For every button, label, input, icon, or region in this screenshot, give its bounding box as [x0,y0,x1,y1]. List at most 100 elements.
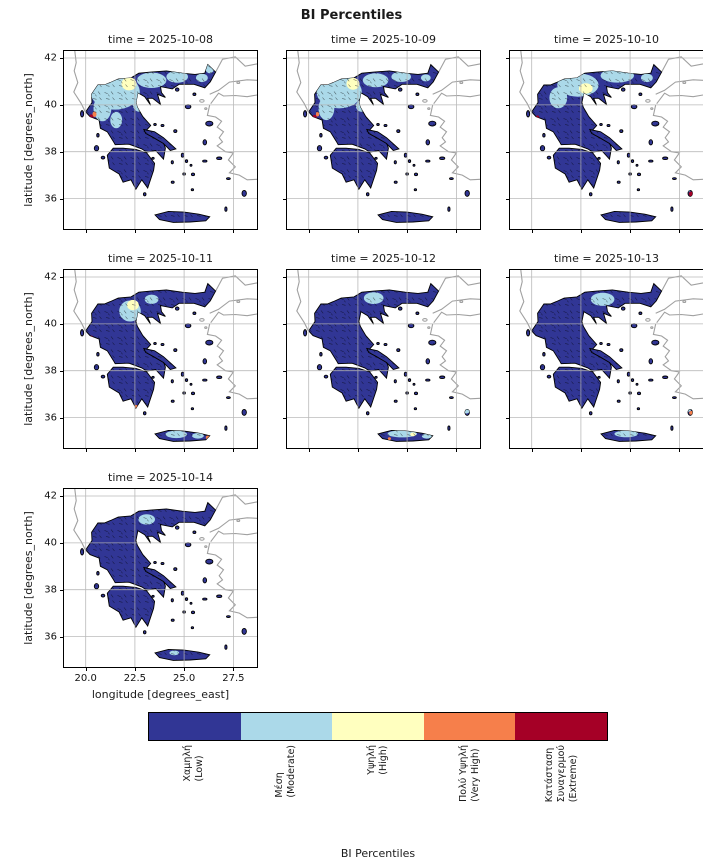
x-tickmark [531,448,533,452]
subplot-row: time = 2025-10-11 42 40 38 36 latitude [degre… [22,252,703,452]
x-tickmark [456,229,458,233]
map-plot: 42 40 38 36 latitude [degrees_north] 20.0 22.5… [22,488,258,701]
subplot-2025-10-14: time = 2025-10-14 42 40 38 36 latitude [degre… [22,471,258,701]
colorbar-segment-low [149,713,241,740]
x-tickmark [233,667,235,671]
colorbar-bar [148,712,608,741]
x-tickmark [531,229,533,233]
map-canvas [287,270,480,448]
x-tickmark [85,667,87,671]
y-tickmark [60,496,64,497]
x-tickmark [357,448,359,452]
y-tickmark [283,277,287,278]
y-tickmark [506,104,510,106]
x-tickmark [407,448,409,452]
x-tick-label: 25.0 [172,673,196,684]
colorbar: Χαμηλή (Low) Μέση (Moderate) Υψηλή (High) Πολύ… [148,712,608,860]
map-canvas [287,51,480,229]
y-tickmark [60,589,64,591]
map-plot [506,50,703,233]
gridlines [64,489,257,667]
x-tickmark [630,229,632,233]
colorbar-tick-labels: Χαμηλή (Low) Μέση (Moderate) Υψηλή (High) Πολύ… [148,745,608,845]
subplot-row: time = 2025-10-08 42 40 38 36 latitude [degre… [22,33,703,233]
y-tickmark [506,58,510,59]
y-tickmark [60,198,64,200]
colorbar-tick-high: Υψηλή (High) [332,745,424,845]
colorbar-tick-label: Υψηλή (High) [366,745,389,775]
y-tick-label: 40 [44,537,57,549]
y-tick-label: 38 [44,146,57,158]
y-tickmark [506,370,510,372]
neighbor-coastlines [73,270,257,400]
x-tickmark [407,229,409,233]
colorbar-tick-low: Χαμηλή (Low) [148,745,240,845]
y-tick-label: 36 [44,412,57,424]
subplot-2025-10-10: time = 2025-10-10 [506,33,703,233]
neighbor-coastlines [73,489,257,619]
y-axis-label: latitude [degrees_north] [22,511,35,645]
map-plot: 42 40 38 36 latitude [degrees_north] [22,50,258,233]
x-tickmark [184,229,186,233]
y-tickmark [60,542,64,544]
x-tickmark [679,229,681,233]
y-tickmark [60,323,64,325]
map-plot [283,50,481,233]
y-tick-label: 36 [44,193,57,205]
gridlines [287,51,480,229]
x-tickmark [85,448,87,452]
x-tick-label: 20.0 [74,673,97,684]
x-tick-label: 22.5 [123,673,147,684]
map-canvas [510,51,703,229]
y-tick-label: 40 [44,318,57,330]
y-tick-label: 42 [44,490,57,502]
y-tickmark [283,370,287,372]
y-tickmark [506,198,510,200]
gridlines [510,51,703,229]
y-tick-label: 42 [44,271,57,283]
subplot-2025-10-09: time = 2025-10-09 [283,33,481,233]
colorbar-tick-moderate: Μέση (Moderate) [240,745,332,845]
y-tick-label: 38 [44,365,57,377]
x-tickmark [233,448,235,452]
y-tickmark [283,198,287,200]
neighbor-coastlines [296,51,480,181]
y-tickmark [60,151,64,153]
gridlines [64,270,257,448]
y-tickmark [506,417,510,419]
x-tickmark [580,229,582,233]
subplot-2025-10-08: time = 2025-10-08 42 40 38 36 latitude [degre… [22,33,258,233]
colorbar-segment-moderate [240,713,333,740]
x-tickmark [679,448,681,452]
subplot-grid: time = 2025-10-08 42 40 38 36 latitude [degre… [0,33,703,701]
y-tickmark [283,151,287,153]
x-tickmark [308,448,310,452]
x-tickmark [580,448,582,452]
x-tickmark [357,229,359,233]
neighbor-coastlines [73,51,257,181]
y-tickmark [60,636,64,638]
x-tickmark [233,229,235,233]
colorbar-segment-very_high [423,713,516,740]
x-tickmark [184,448,186,452]
x-tick-label: 27.5 [222,673,245,684]
y-tickmark [283,104,287,106]
subplot-2025-10-11: time = 2025-10-11 42 40 38 36 latitude [degre… [22,252,258,452]
x-axis-label: longitude [degrees_east] [91,688,230,701]
y-axis-label: latitude [degrees_north] [22,292,35,426]
figure-title: BI Percentiles [300,8,403,23]
subplot-title: time = 2025-10-13 [554,252,659,265]
gridlines [510,270,703,448]
map-plot [506,269,703,452]
subplot-title: time = 2025-10-12 [331,252,436,265]
y-tickmark [283,323,287,325]
colorbar-tick-label: Χαμηλή (Low) [182,745,205,782]
map-plot: 42 40 38 36 latitude [degrees_north] [22,269,258,452]
subplot-title: time = 2025-10-14 [108,471,213,484]
map-canvas [64,270,257,448]
gridlines [64,51,257,229]
y-tickmark [60,104,64,106]
neighbor-coastlines [519,270,703,400]
y-tickmark [283,58,287,59]
x-tickmark [134,667,136,671]
